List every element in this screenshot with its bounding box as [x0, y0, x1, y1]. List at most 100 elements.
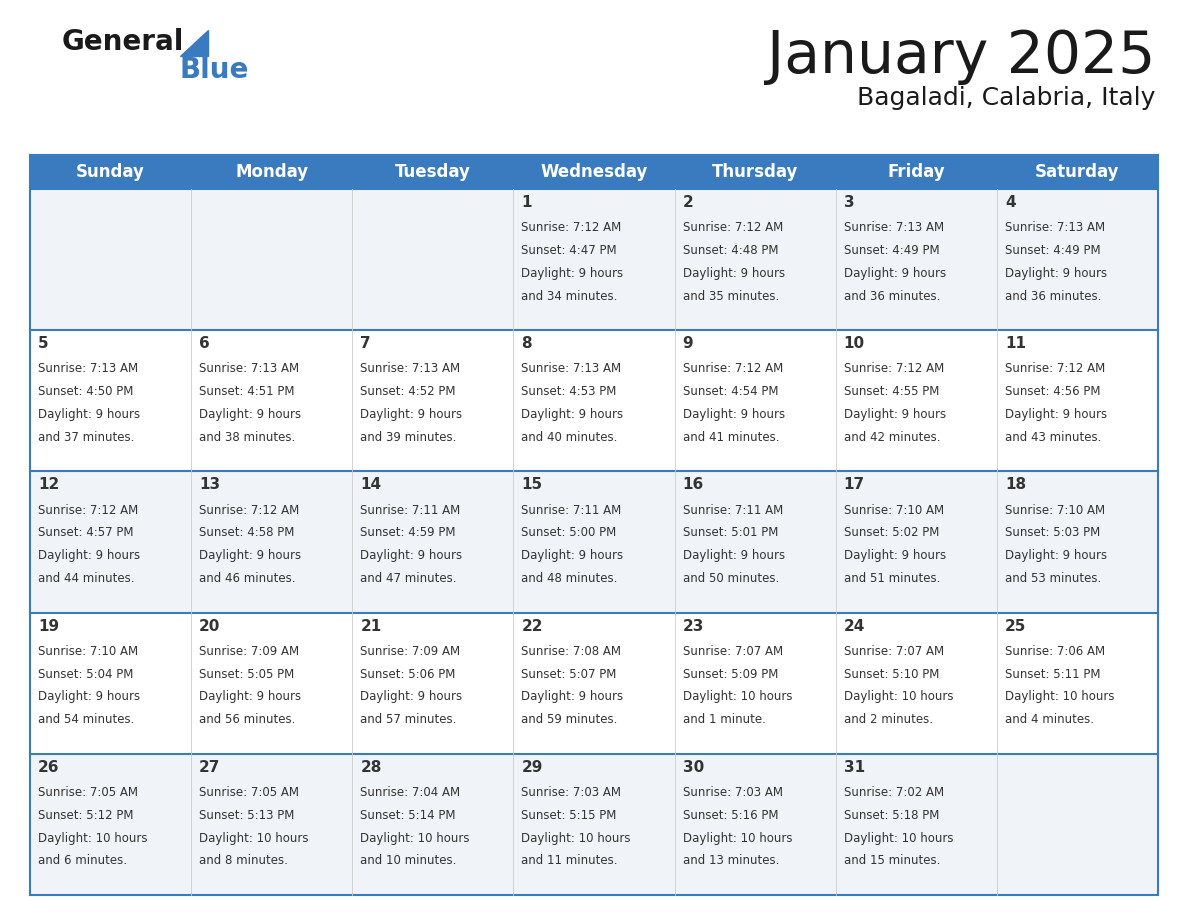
- Text: and 13 minutes.: and 13 minutes.: [683, 855, 779, 868]
- Bar: [30, 155, 1158, 189]
- Text: 18: 18: [1005, 477, 1026, 492]
- Text: Sunset: 5:12 PM: Sunset: 5:12 PM: [38, 809, 133, 822]
- Text: Sunrise: 7:12 AM: Sunrise: 7:12 AM: [683, 221, 783, 234]
- Text: and 59 minutes.: and 59 minutes.: [522, 713, 618, 726]
- Text: and 43 minutes.: and 43 minutes.: [1005, 431, 1101, 443]
- Text: Sunrise: 7:07 AM: Sunrise: 7:07 AM: [843, 644, 943, 658]
- Bar: [30, 472, 1158, 612]
- Text: Daylight: 9 hours: Daylight: 9 hours: [1005, 267, 1107, 280]
- Text: Sunrise: 7:10 AM: Sunrise: 7:10 AM: [843, 504, 943, 517]
- Text: Sunrise: 7:12 AM: Sunrise: 7:12 AM: [843, 363, 944, 375]
- Text: Blue: Blue: [181, 56, 249, 84]
- Text: Sunset: 4:53 PM: Sunset: 4:53 PM: [522, 386, 617, 398]
- Text: and 37 minutes.: and 37 minutes.: [38, 431, 134, 443]
- Text: Sunset: 4:56 PM: Sunset: 4:56 PM: [1005, 386, 1100, 398]
- Text: Daylight: 10 hours: Daylight: 10 hours: [360, 832, 469, 845]
- Text: Daylight: 9 hours: Daylight: 9 hours: [1005, 549, 1107, 562]
- Text: Sunset: 4:57 PM: Sunset: 4:57 PM: [38, 526, 133, 540]
- Text: Sunrise: 7:13 AM: Sunrise: 7:13 AM: [1005, 221, 1105, 234]
- Text: Sunrise: 7:13 AM: Sunrise: 7:13 AM: [522, 363, 621, 375]
- Text: 27: 27: [200, 760, 221, 775]
- Text: and 42 minutes.: and 42 minutes.: [843, 431, 940, 443]
- Text: 7: 7: [360, 336, 371, 352]
- Text: Sunset: 5:00 PM: Sunset: 5:00 PM: [522, 526, 617, 540]
- Text: and 47 minutes.: and 47 minutes.: [360, 572, 456, 585]
- Text: Daylight: 9 hours: Daylight: 9 hours: [360, 408, 462, 421]
- Text: 8: 8: [522, 336, 532, 352]
- Text: and 46 minutes.: and 46 minutes.: [200, 572, 296, 585]
- Text: Sunrise: 7:10 AM: Sunrise: 7:10 AM: [1005, 504, 1105, 517]
- Text: Sunrise: 7:05 AM: Sunrise: 7:05 AM: [200, 786, 299, 799]
- Bar: [30, 612, 1158, 754]
- Text: Daylight: 9 hours: Daylight: 9 hours: [843, 408, 946, 421]
- Text: Daylight: 9 hours: Daylight: 9 hours: [1005, 408, 1107, 421]
- Text: 28: 28: [360, 760, 381, 775]
- Polygon shape: [181, 30, 208, 56]
- Text: 9: 9: [683, 336, 693, 352]
- Text: Sunrise: 7:03 AM: Sunrise: 7:03 AM: [522, 786, 621, 799]
- Text: Daylight: 9 hours: Daylight: 9 hours: [522, 267, 624, 280]
- Text: Sunrise: 7:04 AM: Sunrise: 7:04 AM: [360, 786, 461, 799]
- Text: and 8 minutes.: and 8 minutes.: [200, 855, 287, 868]
- Text: and 50 minutes.: and 50 minutes.: [683, 572, 779, 585]
- Text: 3: 3: [843, 195, 854, 210]
- Text: Daylight: 9 hours: Daylight: 9 hours: [683, 408, 785, 421]
- Text: Wednesday: Wednesday: [541, 163, 647, 181]
- Text: 25: 25: [1005, 619, 1026, 633]
- Text: Sunset: 5:03 PM: Sunset: 5:03 PM: [1005, 526, 1100, 540]
- Text: Daylight: 10 hours: Daylight: 10 hours: [683, 832, 792, 845]
- Text: Daylight: 9 hours: Daylight: 9 hours: [200, 549, 302, 562]
- Text: Daylight: 10 hours: Daylight: 10 hours: [38, 832, 147, 845]
- Text: Sunset: 5:18 PM: Sunset: 5:18 PM: [843, 809, 939, 822]
- Bar: [30, 754, 1158, 895]
- Text: Sunset: 5:09 PM: Sunset: 5:09 PM: [683, 667, 778, 680]
- Text: Daylight: 9 hours: Daylight: 9 hours: [360, 549, 462, 562]
- Text: and 2 minutes.: and 2 minutes.: [843, 713, 933, 726]
- Text: Daylight: 9 hours: Daylight: 9 hours: [38, 690, 140, 703]
- Text: and 38 minutes.: and 38 minutes.: [200, 431, 296, 443]
- Text: Sunset: 5:11 PM: Sunset: 5:11 PM: [1005, 667, 1100, 680]
- Text: and 11 minutes.: and 11 minutes.: [522, 855, 618, 868]
- Text: and 41 minutes.: and 41 minutes.: [683, 431, 779, 443]
- Text: 4: 4: [1005, 195, 1016, 210]
- Text: and 54 minutes.: and 54 minutes.: [38, 713, 134, 726]
- Text: Sunset: 5:13 PM: Sunset: 5:13 PM: [200, 809, 295, 822]
- Text: Sunrise: 7:13 AM: Sunrise: 7:13 AM: [38, 363, 138, 375]
- Text: Thursday: Thursday: [712, 163, 798, 181]
- Text: 2: 2: [683, 195, 694, 210]
- Text: Sunrise: 7:11 AM: Sunrise: 7:11 AM: [360, 504, 461, 517]
- Text: Sunrise: 7:12 AM: Sunrise: 7:12 AM: [38, 504, 138, 517]
- Text: and 56 minutes.: and 56 minutes.: [200, 713, 296, 726]
- Text: Sunset: 4:49 PM: Sunset: 4:49 PM: [1005, 244, 1100, 257]
- Text: Sunrise: 7:11 AM: Sunrise: 7:11 AM: [683, 504, 783, 517]
- Text: Saturday: Saturday: [1035, 163, 1119, 181]
- Text: Sunrise: 7:09 AM: Sunrise: 7:09 AM: [200, 644, 299, 658]
- Text: 12: 12: [38, 477, 59, 492]
- Text: Daylight: 9 hours: Daylight: 9 hours: [683, 549, 785, 562]
- Text: 22: 22: [522, 619, 543, 633]
- Text: Daylight: 9 hours: Daylight: 9 hours: [360, 690, 462, 703]
- Text: and 4 minutes.: and 4 minutes.: [1005, 713, 1094, 726]
- Text: Daylight: 10 hours: Daylight: 10 hours: [1005, 690, 1114, 703]
- Text: and 10 minutes.: and 10 minutes.: [360, 855, 456, 868]
- Text: Friday: Friday: [887, 163, 946, 181]
- Text: Daylight: 9 hours: Daylight: 9 hours: [843, 549, 946, 562]
- Text: 14: 14: [360, 477, 381, 492]
- Text: 11: 11: [1005, 336, 1026, 352]
- Text: Daylight: 10 hours: Daylight: 10 hours: [200, 832, 309, 845]
- Text: Daylight: 9 hours: Daylight: 9 hours: [522, 408, 624, 421]
- Text: Daylight: 9 hours: Daylight: 9 hours: [522, 690, 624, 703]
- Text: Sunset: 5:04 PM: Sunset: 5:04 PM: [38, 667, 133, 680]
- Text: Daylight: 10 hours: Daylight: 10 hours: [683, 690, 792, 703]
- Text: 21: 21: [360, 619, 381, 633]
- Text: Sunset: 4:58 PM: Sunset: 4:58 PM: [200, 526, 295, 540]
- Text: Sunset: 5:16 PM: Sunset: 5:16 PM: [683, 809, 778, 822]
- Text: Sunset: 4:55 PM: Sunset: 4:55 PM: [843, 386, 939, 398]
- Text: Sunset: 4:54 PM: Sunset: 4:54 PM: [683, 386, 778, 398]
- Text: Sunrise: 7:12 AM: Sunrise: 7:12 AM: [200, 504, 299, 517]
- Text: Sunrise: 7:13 AM: Sunrise: 7:13 AM: [843, 221, 943, 234]
- Text: 20: 20: [200, 619, 221, 633]
- Text: 30: 30: [683, 760, 703, 775]
- Text: Sunday: Sunday: [76, 163, 145, 181]
- Text: Sunset: 5:01 PM: Sunset: 5:01 PM: [683, 526, 778, 540]
